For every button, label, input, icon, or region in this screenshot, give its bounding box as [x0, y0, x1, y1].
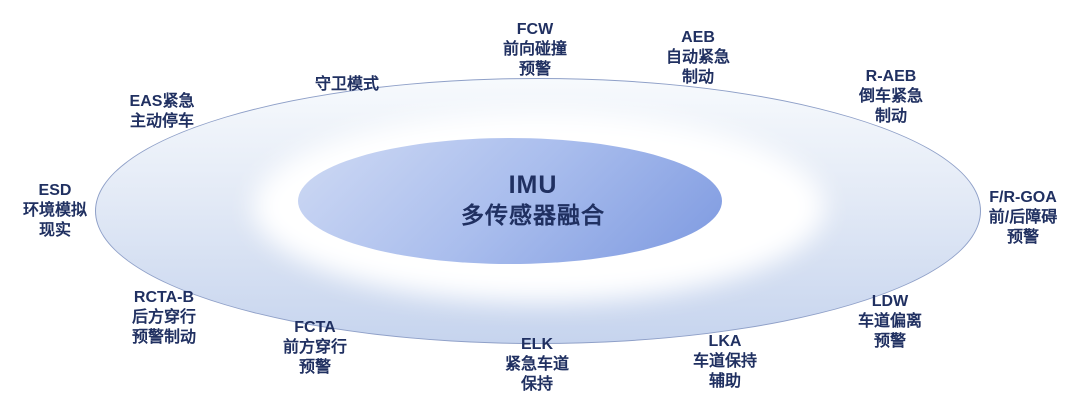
feature-label-line: 紧急车道 [504, 356, 570, 373]
feature-label-line: 车道偏离 [857, 313, 923, 330]
feature-label-guard: 守卫模式 [315, 75, 379, 95]
feature-label-line: 车道保持 [692, 353, 758, 370]
center-subtitle: 多传感器融合 [461, 202, 605, 228]
feature-label-line: 预警 [873, 333, 907, 350]
feature-label-line: 后方穿行 [131, 309, 197, 326]
feature-label-line: 预警制动 [131, 329, 197, 346]
feature-label-lka: LKA 车道保持辅助 [693, 332, 757, 392]
feature-label-line: 守卫模式 [314, 76, 380, 93]
feature-label-line: F/R-GOA [989, 189, 1057, 206]
feature-label-line: 辅助 [708, 373, 742, 390]
feature-label-fcw: FCW 前向碰撞预警 [503, 20, 567, 80]
feature-label-fr-goa: F/R-GOA 前/后障碍预警 [989, 188, 1057, 248]
feature-label-aeb: AEB 自动紧急制动 [666, 28, 730, 88]
feature-label-r-aeb: R-AEB 倒车紧急制动 [859, 67, 923, 127]
feature-label-line: 环境模拟 [22, 202, 88, 219]
feature-label-line: RCTA-B [133, 289, 195, 306]
feature-label-line: ELK [520, 336, 553, 353]
feature-label-line: 制动 [681, 69, 715, 86]
feature-label-line: 制动 [874, 108, 908, 125]
feature-label-line: 前方穿行 [282, 339, 348, 356]
feature-label-rcta-b: RCTA-B 后方穿行预警制动 [132, 288, 196, 348]
feature-label-line: 倒车紧急 [858, 88, 924, 105]
center-label: IMU 多传感器融合 [461, 170, 605, 230]
feature-label-line: LDW [871, 293, 909, 310]
feature-label-line: FCTA [294, 319, 336, 336]
feature-label-line: 现实 [38, 222, 72, 239]
feature-label-fcta: FCTA 前方穿行预警 [283, 318, 347, 378]
feature-label-ldw: LDW 车道偏离预警 [858, 292, 922, 352]
feature-label-line: FCW [516, 21, 554, 38]
feature-label-line: 前向碰撞 [502, 41, 568, 58]
feature-label-line: 预警 [1006, 229, 1040, 246]
feature-label-line: LKA [708, 333, 742, 350]
feature-label-line: 预警 [518, 61, 552, 78]
feature-label-eas: EAS紧急主动停车 [130, 92, 195, 132]
feature-label-esd: ESD 环境模拟现实 [23, 181, 87, 241]
feature-label-line: R-AEB [865, 68, 917, 85]
feature-label-line: 预警 [298, 359, 332, 376]
feature-label-line: EAS紧急 [129, 93, 195, 110]
inner-ellipse [298, 138, 722, 264]
feature-label-line: 自动紧急 [665, 49, 731, 66]
center-title: IMU [508, 171, 558, 199]
feature-label-elk: ELK 紧急车道保持 [505, 335, 569, 395]
feature-label-line: 主动停车 [129, 113, 194, 130]
feature-label-line: AEB [681, 29, 715, 46]
feature-label-line: 前/后障碍 [988, 209, 1058, 226]
feature-label-line: ESD [38, 182, 72, 199]
feature-label-line: 保持 [520, 376, 554, 393]
